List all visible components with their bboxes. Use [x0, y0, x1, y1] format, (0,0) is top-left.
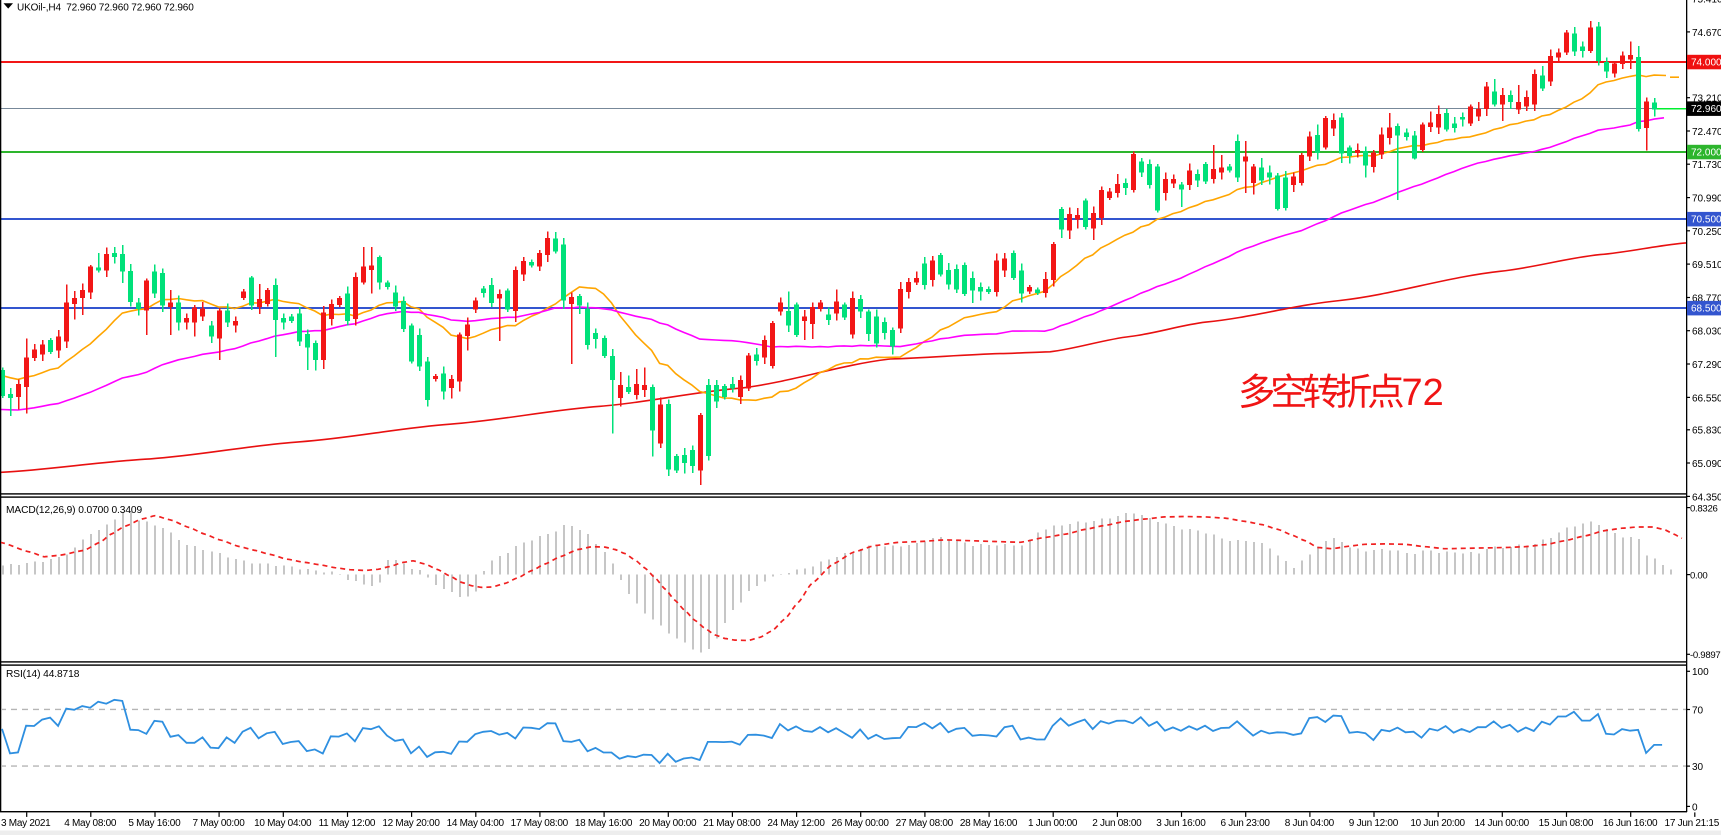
- svg-text:8 Jun 04:00: 8 Jun 04:00: [1285, 818, 1335, 829]
- svg-text:18 May 16:00: 18 May 16:00: [575, 818, 633, 829]
- svg-text:72.000: 72.000: [1691, 148, 1721, 159]
- svg-text:0.00: 0.00: [1690, 571, 1707, 582]
- svg-text:17 Jun 21:15: 17 Jun 21:15: [1665, 818, 1720, 829]
- svg-text:3 May 2021: 3 May 2021: [1, 818, 51, 829]
- svg-text:28 May 16:00: 28 May 16:00: [960, 818, 1018, 829]
- svg-text:11 May 12:00: 11 May 12:00: [319, 818, 376, 829]
- svg-text:70.990: 70.990: [1692, 194, 1721, 205]
- svg-text:0.8326: 0.8326: [1690, 504, 1718, 515]
- svg-text:75.410: 75.410: [1692, 0, 1721, 6]
- svg-text:15 Jun 08:00: 15 Jun 08:00: [1539, 818, 1594, 829]
- svg-text:65.830: 65.830: [1692, 426, 1721, 437]
- svg-text:12 May 20:00: 12 May 20:00: [382, 818, 440, 829]
- svg-text:68.030: 68.030: [1692, 327, 1721, 338]
- svg-text:74.670: 74.670: [1692, 28, 1721, 39]
- svg-text:100: 100: [1692, 667, 1709, 678]
- svg-text:14 Jun 00:00: 14 Jun 00:00: [1474, 818, 1529, 829]
- svg-text:4 May 08:00: 4 May 08:00: [64, 818, 117, 829]
- svg-text:10 Jun 20:00: 10 Jun 20:00: [1410, 818, 1465, 829]
- svg-text:7 May 00:00: 7 May 00:00: [193, 818, 246, 829]
- svg-text:1 Jun 00:00: 1 Jun 00:00: [1028, 818, 1078, 829]
- svg-text:3 Jun 16:00: 3 Jun 16:00: [1156, 818, 1206, 829]
- svg-text:64.350: 64.350: [1692, 492, 1721, 503]
- svg-text:5 May 16:00: 5 May 16:00: [128, 818, 181, 829]
- svg-text:68.500: 68.500: [1691, 304, 1721, 315]
- svg-text:0: 0: [1692, 802, 1698, 813]
- svg-text:72.470: 72.470: [1692, 127, 1721, 138]
- svg-text:69.510: 69.510: [1692, 260, 1721, 271]
- svg-text:71.730: 71.730: [1692, 160, 1721, 171]
- svg-text:67.290: 67.290: [1692, 360, 1721, 371]
- svg-text:65.090: 65.090: [1692, 459, 1721, 470]
- svg-text:UKOil-,H4 72.960 72.960 72.96: UKOil-,H4 72.960 72.960 72.960 72.960: [17, 3, 194, 14]
- svg-text:6 Jun 23:00: 6 Jun 23:00: [1221, 818, 1271, 829]
- svg-text:26 May 00:00: 26 May 00:00: [831, 818, 889, 829]
- svg-text:10 May 04:00: 10 May 04:00: [254, 818, 312, 829]
- svg-text:24 May 12:00: 24 May 12:00: [767, 818, 825, 829]
- svg-text:72.960: 72.960: [1691, 104, 1721, 115]
- svg-text:73.210: 73.210: [1692, 94, 1721, 105]
- svg-text:70.500: 70.500: [1691, 215, 1721, 226]
- svg-text:68.770: 68.770: [1692, 293, 1721, 304]
- svg-text:27 May 08:00: 27 May 08:00: [896, 818, 954, 829]
- svg-text:RSI(14) 44.8718: RSI(14) 44.8718: [6, 669, 80, 680]
- svg-text:74.000: 74.000: [1691, 58, 1721, 69]
- svg-text:70.250: 70.250: [1692, 227, 1721, 238]
- svg-text:16 Jun 16:00: 16 Jun 16:00: [1603, 818, 1658, 829]
- svg-text:17 May 08:00: 17 May 08:00: [511, 818, 569, 829]
- svg-text:70: 70: [1692, 705, 1704, 716]
- svg-text:20 May 00:00: 20 May 00:00: [639, 818, 697, 829]
- svg-text:2 Jun 08:00: 2 Jun 08:00: [1092, 818, 1142, 829]
- svg-text:-0.9897: -0.9897: [1690, 650, 1720, 661]
- svg-text:MACD(12,26,9) 0.0700 0.3409: MACD(12,26,9) 0.0700 0.3409: [6, 505, 142, 516]
- svg-text:30: 30: [1692, 762, 1704, 773]
- svg-text:72: 72: [1402, 372, 1444, 414]
- svg-text:9 Jun 12:00: 9 Jun 12:00: [1349, 818, 1399, 829]
- svg-text:14 May 04:00: 14 May 04:00: [447, 818, 505, 829]
- svg-text:66.550: 66.550: [1692, 393, 1721, 404]
- svg-text:21 May 08:00: 21 May 08:00: [703, 818, 761, 829]
